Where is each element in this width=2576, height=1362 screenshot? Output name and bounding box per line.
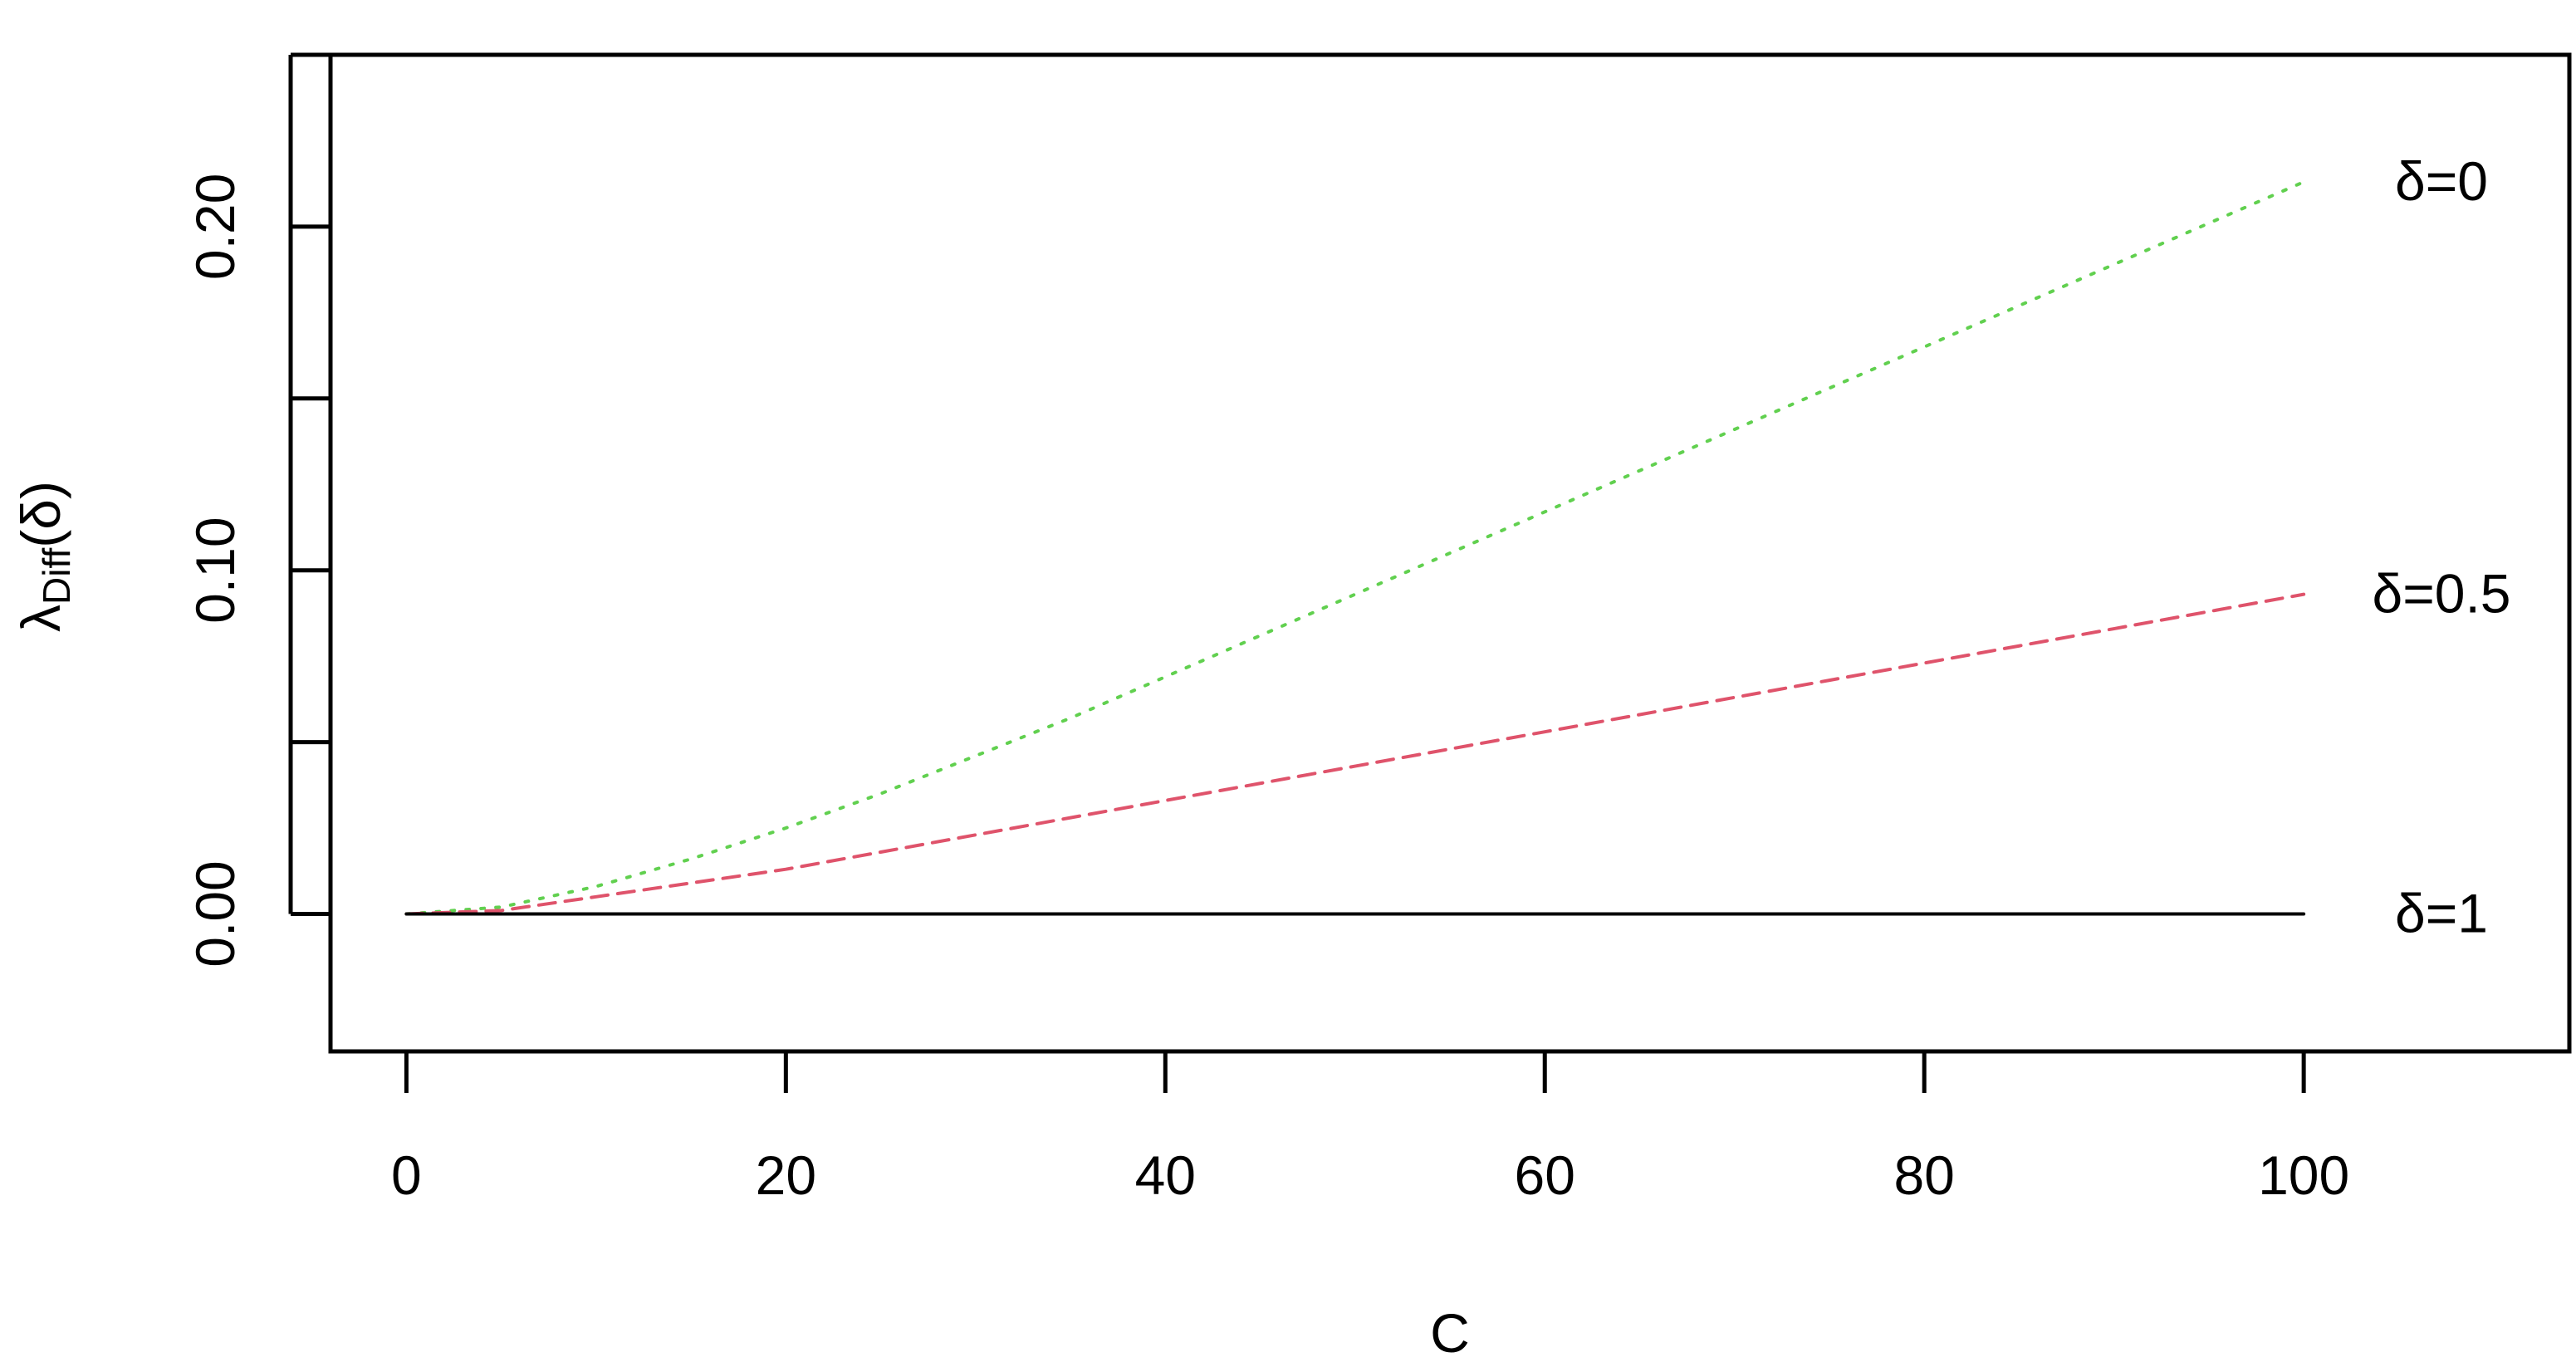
x-tick-label: 100: [2258, 1144, 2349, 1206]
y-axis: 0.00 0.10 0.20: [184, 52, 331, 968]
series-line: [404, 180, 2306, 916]
y-axis-title-argument: (δ): [10, 481, 71, 548]
x-tick-label: 80: [1893, 1144, 1954, 1206]
x-tick-label: 40: [1135, 1144, 1196, 1206]
y-axis-title: λDiff(δ): [10, 481, 78, 632]
series-label: δ=0: [2395, 150, 2488, 212]
series-layer: [404, 180, 2306, 916]
x-axis: 0 20 40 60 80 100: [391, 1049, 2349, 1206]
x-axis-title: C: [1430, 1302, 1470, 1362]
y-tick-label: 0.20: [184, 174, 246, 280]
y-tick-label: 0.00: [184, 860, 246, 967]
y-axis-title-symbol: λ: [10, 605, 71, 632]
series-label: δ=0.5: [2372, 563, 2510, 625]
series-label-layer: δ=0 δ=0.5 δ=1: [2372, 150, 2510, 943]
series-label: δ=1: [2395, 882, 2488, 943]
x-tick-label: 20: [756, 1144, 816, 1206]
y-tick-label: 0.10: [184, 517, 246, 623]
x-tick-label: 0: [391, 1144, 422, 1206]
series-line: [404, 592, 2306, 916]
y-axis-title-subscript: Diff: [35, 548, 78, 605]
x-tick-label: 60: [1515, 1144, 1575, 1206]
